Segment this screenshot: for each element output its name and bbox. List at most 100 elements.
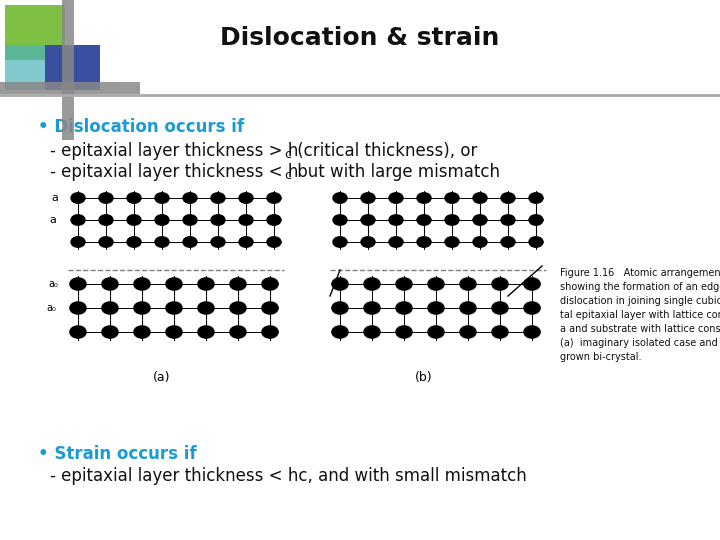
Ellipse shape [165, 301, 183, 315]
Ellipse shape [69, 325, 87, 339]
Text: • Dislocation occurs if: • Dislocation occurs if [38, 118, 244, 136]
Ellipse shape [444, 236, 459, 248]
Ellipse shape [333, 192, 348, 204]
Ellipse shape [102, 325, 119, 339]
Ellipse shape [133, 325, 150, 339]
Ellipse shape [444, 214, 459, 226]
Ellipse shape [472, 236, 487, 248]
Ellipse shape [523, 325, 541, 339]
Ellipse shape [238, 214, 253, 226]
Ellipse shape [416, 192, 432, 204]
Ellipse shape [133, 277, 150, 291]
Ellipse shape [261, 301, 279, 315]
Ellipse shape [197, 325, 215, 339]
Ellipse shape [360, 214, 376, 226]
Text: Figure 1.16   Atomic arrangement
showing the formation of an edge misfit
disloca: Figure 1.16 Atomic arrangement showing t… [560, 268, 720, 362]
Ellipse shape [197, 301, 215, 315]
Ellipse shape [71, 192, 86, 204]
Ellipse shape [71, 236, 86, 248]
Ellipse shape [528, 192, 544, 204]
Ellipse shape [71, 214, 86, 226]
Ellipse shape [165, 277, 183, 291]
Text: a: a [51, 193, 58, 203]
Ellipse shape [333, 236, 348, 248]
Ellipse shape [523, 277, 541, 291]
Ellipse shape [197, 277, 215, 291]
Text: Dislocation & strain: Dislocation & strain [220, 26, 500, 50]
Ellipse shape [126, 214, 142, 226]
Ellipse shape [459, 277, 477, 291]
Ellipse shape [360, 236, 376, 248]
Ellipse shape [523, 301, 541, 315]
Ellipse shape [528, 236, 544, 248]
Ellipse shape [491, 301, 509, 315]
Ellipse shape [69, 301, 87, 315]
Bar [5, 45, 55, 90]
Ellipse shape [126, 236, 142, 248]
Bar [0, 82, 140, 94]
Ellipse shape [229, 277, 247, 291]
Ellipse shape [363, 325, 381, 339]
Ellipse shape [444, 192, 459, 204]
Ellipse shape [99, 192, 114, 204]
Text: (a): (a) [153, 371, 171, 384]
Ellipse shape [69, 277, 87, 291]
Ellipse shape [229, 301, 247, 315]
Ellipse shape [261, 277, 279, 291]
Ellipse shape [363, 301, 381, 315]
Ellipse shape [210, 192, 225, 204]
Ellipse shape [427, 277, 445, 291]
Ellipse shape [261, 325, 279, 339]
Text: a₀: a₀ [46, 303, 56, 313]
Ellipse shape [238, 192, 253, 204]
Ellipse shape [238, 236, 253, 248]
Ellipse shape [500, 236, 516, 248]
Bar [5, 5, 65, 60]
Ellipse shape [165, 325, 183, 339]
Ellipse shape [331, 277, 348, 291]
Ellipse shape [500, 192, 516, 204]
Ellipse shape [395, 325, 413, 339]
Text: a: a [49, 215, 56, 225]
Ellipse shape [360, 192, 376, 204]
Ellipse shape [266, 236, 282, 248]
Bar [45, 45, 100, 90]
Ellipse shape [491, 325, 509, 339]
Text: - epitaxial layer thickness > h: - epitaxial layer thickness > h [50, 142, 298, 160]
Bar [62, 0, 74, 140]
Ellipse shape [331, 325, 348, 339]
Ellipse shape [99, 214, 114, 226]
Ellipse shape [500, 214, 516, 226]
Ellipse shape [126, 192, 142, 204]
Ellipse shape [333, 214, 348, 226]
Ellipse shape [427, 325, 445, 339]
Text: c: c [284, 148, 291, 161]
Text: - epitaxial layer thickness < h: - epitaxial layer thickness < h [50, 163, 298, 181]
Ellipse shape [154, 214, 170, 226]
Text: but with large mismatch: but with large mismatch [292, 163, 500, 181]
Ellipse shape [182, 192, 198, 204]
Ellipse shape [266, 214, 282, 226]
Ellipse shape [416, 236, 432, 248]
Text: c: c [284, 169, 291, 182]
Ellipse shape [266, 192, 282, 204]
Ellipse shape [182, 236, 198, 248]
Ellipse shape [427, 301, 445, 315]
Ellipse shape [459, 301, 477, 315]
Ellipse shape [491, 277, 509, 291]
Ellipse shape [331, 301, 348, 315]
Ellipse shape [363, 277, 381, 291]
Ellipse shape [99, 236, 114, 248]
Ellipse shape [459, 325, 477, 339]
Ellipse shape [528, 214, 544, 226]
Ellipse shape [182, 214, 198, 226]
Ellipse shape [472, 192, 487, 204]
Ellipse shape [388, 192, 404, 204]
Ellipse shape [388, 214, 404, 226]
Ellipse shape [210, 236, 225, 248]
Ellipse shape [472, 214, 487, 226]
Ellipse shape [416, 214, 432, 226]
Text: a₀: a₀ [48, 279, 58, 289]
Ellipse shape [229, 325, 247, 339]
Ellipse shape [395, 277, 413, 291]
